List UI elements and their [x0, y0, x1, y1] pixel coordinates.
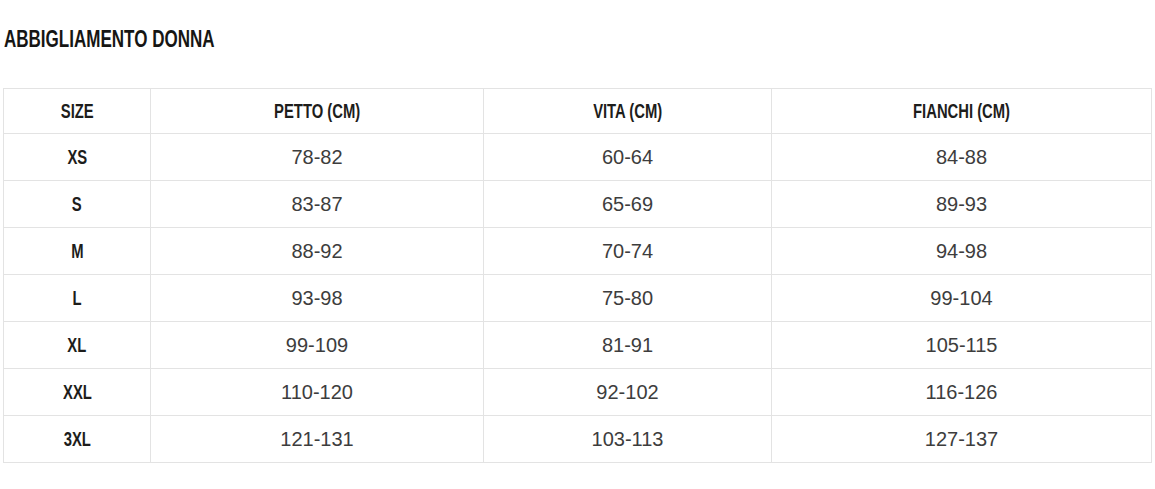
table-row-m: M 88-92 70-74 94-98: [4, 228, 1152, 275]
size-chart-table: SIZE PETTO (CM) VITA (CM) FIANCHI (CM) X…: [3, 88, 1152, 463]
petto-cell: 121-131: [151, 416, 484, 463]
column-header-size: SIZE: [4, 89, 151, 134]
size-cell: L: [4, 275, 151, 322]
table-row-xl: XL 99-109 81-91 105-115: [4, 322, 1152, 369]
petto-cell: 110-120: [151, 369, 484, 416]
petto-cell: 93-98: [151, 275, 484, 322]
page-title-text: ABBIGLIAMENTO DONNA: [4, 27, 215, 52]
size-cell: M: [4, 228, 151, 275]
vita-cell: 60-64: [484, 134, 772, 181]
table-row-s: S 83-87 65-69 89-93: [4, 181, 1152, 228]
table-row-3xl: 3XL 121-131 103-113 127-137: [4, 416, 1152, 463]
size-cell: XL: [4, 322, 151, 369]
petto-cell: 78-82: [151, 134, 484, 181]
size-cell: XS: [4, 134, 151, 181]
fianchi-cell: 99-104: [772, 275, 1152, 322]
size-cell: XXL: [4, 369, 151, 416]
fianchi-cell: 94-98: [772, 228, 1152, 275]
vita-cell: 103-113: [484, 416, 772, 463]
fianchi-cell: 116-126: [772, 369, 1152, 416]
vita-cell: 81-91: [484, 322, 772, 369]
column-header-fianchi: FIANCHI (CM): [772, 89, 1152, 134]
size-cell: 3XL: [4, 416, 151, 463]
vita-cell: 92-102: [484, 369, 772, 416]
column-header-petto: PETTO (CM): [151, 89, 484, 134]
table-row-xs: XS 78-82 60-64 84-88: [4, 134, 1152, 181]
fianchi-cell: 89-93: [772, 181, 1152, 228]
table-row-l: L 93-98 75-80 99-104: [4, 275, 1152, 322]
size-cell: S: [4, 181, 151, 228]
table-header: SIZE PETTO (CM) VITA (CM) FIANCHI (CM): [4, 89, 1152, 134]
petto-cell: 88-92: [151, 228, 484, 275]
vita-cell: 70-74: [484, 228, 772, 275]
fianchi-cell: 127-137: [772, 416, 1152, 463]
table-row-xxl: XXL 110-120 92-102 116-126: [4, 369, 1152, 416]
vita-cell: 65-69: [484, 181, 772, 228]
vita-cell: 75-80: [484, 275, 772, 322]
table-header-row: SIZE PETTO (CM) VITA (CM) FIANCHI (CM): [4, 89, 1152, 134]
page-title: ABBIGLIAMENTO DONNA: [4, 27, 289, 52]
fianchi-cell: 105-115: [772, 322, 1152, 369]
petto-cell: 83-87: [151, 181, 484, 228]
table-body: XS 78-82 60-64 84-88 S 83-87 65-69 89-93…: [4, 134, 1152, 463]
petto-cell: 99-109: [151, 322, 484, 369]
column-header-vita: VITA (CM): [484, 89, 772, 134]
fianchi-cell: 84-88: [772, 134, 1152, 181]
size-guide-page: ABBIGLIAMENTO DONNA SIZE PETTO (CM) VITA…: [0, 0, 1155, 489]
